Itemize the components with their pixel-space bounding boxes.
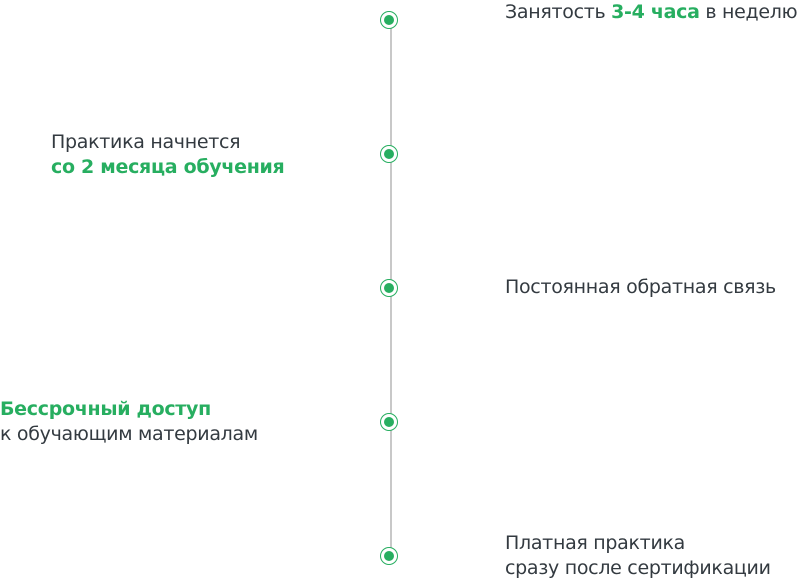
timeline-dot-icon (380, 547, 398, 565)
timeline-dot-icon (380, 413, 398, 431)
text: сразу после сертификации (505, 557, 771, 579)
text: Занятость (505, 1, 612, 23)
timeline-dot-icon (380, 11, 398, 29)
highlight-text: со 2 месяца обучения (51, 156, 285, 178)
timeline-dot-icon (380, 279, 398, 297)
timeline-item-paid-practice: Платная практика сразу после сертификации (505, 531, 771, 581)
timeline-dot-icon (380, 145, 398, 163)
highlight-text: 3-4 часа (611, 1, 700, 23)
highlight-text: Бессрочный доступ (0, 398, 211, 420)
text: Платная практика (505, 532, 686, 554)
text: в неделю (699, 1, 798, 23)
text: Постоянная обратная связь (505, 276, 776, 298)
text: Практика начнется (51, 131, 241, 153)
timeline-item-feedback: Постоянная обратная связь (505, 275, 776, 300)
timeline-item-access: Бессрочный доступ к обучающим материалам (0, 397, 258, 447)
text: к обучающим материалам (0, 423, 258, 445)
timeline-item-hours: Занятость 3-4 часа в неделю (505, 0, 798, 25)
timeline-item-practice-start: Практика начнется со 2 месяца обучения (51, 130, 285, 180)
